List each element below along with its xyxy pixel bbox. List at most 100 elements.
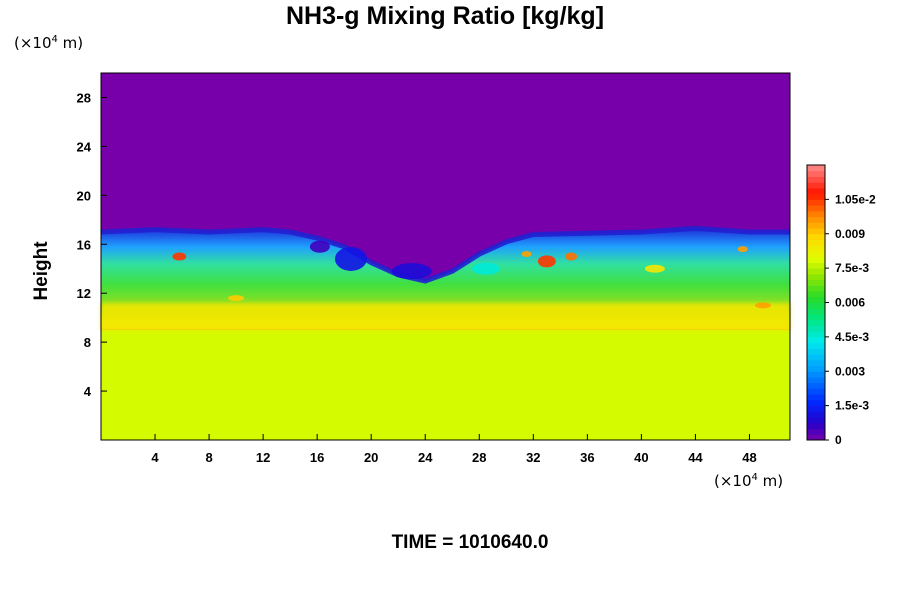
field-feature xyxy=(644,264,665,273)
colorbar-segment xyxy=(807,434,825,441)
colorbar-segment xyxy=(807,411,825,418)
colorbar: 0 1.5e-3 0.003 4.5e-3 0.006 7.5e-3 0.009 1.05e-… xyxy=(806,164,876,447)
field-lower-layer xyxy=(101,329,790,440)
x-tick-label: 8 xyxy=(205,450,212,465)
y-axis-ticks: 4 8 12 16 20 24 28 xyxy=(77,90,107,399)
field-feature xyxy=(391,263,432,280)
field-feature xyxy=(565,252,578,261)
colorbar-segment xyxy=(807,205,825,212)
x-tick-label: 48 xyxy=(742,450,756,465)
colorbar-segment xyxy=(807,256,825,263)
x-tick-label: 24 xyxy=(418,450,433,465)
field-feature xyxy=(472,262,501,275)
colorbar-segment xyxy=(807,176,825,183)
x-tick-label: 4 xyxy=(151,450,159,465)
field-feature xyxy=(334,246,367,271)
field-feature xyxy=(309,240,330,253)
colorbar-tick-label: 0.003 xyxy=(835,364,865,378)
colorbar-segment xyxy=(807,170,825,177)
y-tick-label: 20 xyxy=(77,188,91,203)
colorbar-segment xyxy=(807,228,825,235)
colorbar-segment xyxy=(807,382,825,389)
colorbar-tick-label: 0.006 xyxy=(835,296,865,310)
colorbar-segment xyxy=(807,417,825,424)
colorbar-tick-label: 7.5e-3 xyxy=(835,261,869,275)
colorbar-segment xyxy=(807,262,825,269)
y-axis-unit: (×104 m) xyxy=(14,34,84,52)
chart-title: NH3-g Mixing Ratio [kg/kg] xyxy=(285,2,605,30)
colorbar-segment xyxy=(807,268,825,275)
x-tick-label: 32 xyxy=(526,450,540,465)
colorbar-segment xyxy=(807,285,825,292)
colorbar-segment xyxy=(807,359,825,367)
x-tick-label: 16 xyxy=(310,450,324,465)
colorbar-tick-label: 0.009 xyxy=(835,227,865,241)
colorbar-tick-label: 1.05e-2 xyxy=(835,192,876,206)
colorbar-segment xyxy=(807,365,825,372)
field-transition-band xyxy=(101,302,790,330)
colorbar-segment xyxy=(807,216,825,223)
colorbar-segment xyxy=(807,291,825,298)
x-axis-ticks: 4 8 12 16 20 24 28 32 36 40 44 48 xyxy=(151,434,757,465)
colorbar-segment xyxy=(807,405,825,412)
field-feature xyxy=(228,295,245,302)
time-label: TIME = 1010640.0 xyxy=(391,532,549,553)
colorbar-segment xyxy=(807,313,825,321)
field-feature xyxy=(172,252,187,261)
colorbar-segment xyxy=(807,250,825,258)
colorbar-tick-label: 1.5e-3 xyxy=(835,399,869,413)
field-feature xyxy=(754,302,771,309)
x-tick-label: 40 xyxy=(634,450,648,465)
plot-frame xyxy=(100,72,791,441)
colorbar-segment xyxy=(807,296,825,303)
colorbar-segment xyxy=(807,199,825,206)
colorbar-segment xyxy=(807,336,825,344)
y-tick-label: 16 xyxy=(77,237,91,252)
colorbar-segment xyxy=(807,371,825,378)
y-tick-label: 8 xyxy=(84,335,91,350)
x-tick-label: 12 xyxy=(256,450,270,465)
colorbar-segment xyxy=(807,182,825,189)
colorbar-segment xyxy=(807,245,825,252)
x-tick-label: 36 xyxy=(580,450,594,465)
colorbar-segment xyxy=(807,210,825,218)
y-tick-label: 24 xyxy=(77,139,92,154)
colorbar-segment xyxy=(807,394,825,401)
colorbar-segment xyxy=(807,331,825,338)
colorbar-segment xyxy=(807,279,825,286)
colorbar-segment xyxy=(807,222,825,229)
colorbar-segment xyxy=(807,354,825,361)
heatmap-field xyxy=(100,73,790,440)
colorbar-segment xyxy=(807,308,825,315)
field-feature xyxy=(737,246,748,253)
colorbar-segment xyxy=(807,187,825,195)
colorbar-segment xyxy=(807,348,825,355)
field-feature xyxy=(537,255,556,268)
x-tick-label: 28 xyxy=(472,450,486,465)
colorbar-tick-label: 4.5e-3 xyxy=(835,330,869,344)
y-tick-label: 12 xyxy=(77,286,91,301)
colorbar-segment xyxy=(807,302,825,309)
x-tick-label: 44 xyxy=(688,450,703,465)
colorbar-segment xyxy=(807,165,825,172)
heatmap-features xyxy=(172,240,771,309)
colorbar-segment xyxy=(807,388,825,395)
field-cloud-top-edge xyxy=(100,225,790,284)
y-tick-label: 28 xyxy=(77,90,91,105)
colorbar-segment xyxy=(807,342,825,349)
colorbar-segment xyxy=(807,233,825,240)
x-tick-label: 20 xyxy=(364,450,378,465)
colorbar-segment xyxy=(807,193,825,200)
colorbar-segment xyxy=(807,325,825,332)
colorbar-segment xyxy=(807,399,825,407)
colorbar-tick-label: 0 xyxy=(835,433,842,447)
colorbar-segment xyxy=(807,376,825,384)
colorbar-segment xyxy=(807,273,825,281)
colorbar-segment xyxy=(807,428,825,435)
y-tick-label: 4 xyxy=(84,384,92,399)
colorbar-segment xyxy=(807,239,825,246)
x-axis-unit: (×104 m) xyxy=(714,472,784,490)
field-feature xyxy=(521,251,532,258)
colorbar-segment xyxy=(807,319,825,326)
